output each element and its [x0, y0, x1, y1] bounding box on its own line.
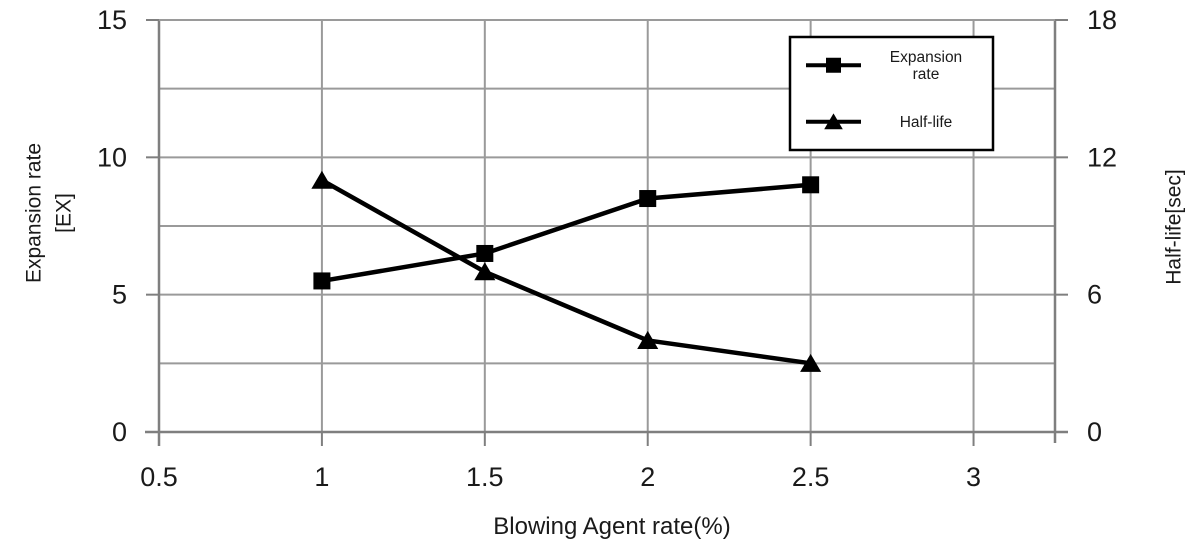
y-tick-label-left: 15 — [97, 5, 127, 35]
left-axis-title-line1: Expansion rate — [23, 143, 46, 283]
data-series — [311, 170, 822, 372]
y-tick-label-right: 18 — [1087, 5, 1117, 35]
legend-box — [788, 35, 995, 152]
tick-labels: 0.5 1 1.5 2 2.5 3 0 5 10 15 0 6 12 18 — [97, 5, 1117, 492]
series-line-square — [319, 182, 813, 284]
series-square-marker — [639, 190, 657, 208]
x-tick-label: 3 — [966, 462, 981, 492]
series-square-marker — [476, 244, 494, 262]
legend-square-marker — [826, 57, 841, 73]
axis-ticks — [146, 19, 1068, 446]
right-axis-title: Half-life[sec] — [1163, 169, 1186, 285]
y-tick-label-right: 12 — [1087, 142, 1117, 172]
left-axis-title-line2: [EX] — [53, 193, 76, 233]
series-line-triangle — [319, 177, 813, 366]
y-tick-label-right: 6 — [1087, 280, 1102, 310]
legend-label: rate — [913, 66, 940, 83]
series-square-marker — [313, 272, 331, 290]
axes — [145, 19, 1068, 446]
x-tick-label: 2.5 — [792, 462, 830, 492]
x-axis-title: Blowing Agent rate(%) — [493, 513, 730, 540]
x-tick-label: 0.5 — [140, 462, 178, 492]
series-triangle-marker — [311, 170, 333, 189]
y-tick-label-left: 0 — [112, 417, 127, 447]
series-square-marker — [802, 176, 820, 194]
x-tick-label: 1 — [314, 462, 329, 492]
legend-label: Half-life — [900, 114, 953, 131]
y-tick-label-left: 10 — [97, 142, 127, 172]
y-tick-label-left: 5 — [112, 280, 127, 310]
legend-label: Expansion — [890, 49, 962, 66]
series-triangle-marker — [637, 330, 659, 349]
series-triangle-marker — [474, 262, 496, 281]
x-tick-label: 1.5 — [466, 462, 504, 492]
series-triangle-marker — [800, 353, 822, 372]
y-tick-label-right: 0 — [1087, 417, 1102, 447]
legend-triangle-marker — [824, 113, 843, 130]
x-tick-label: 2 — [640, 462, 655, 492]
